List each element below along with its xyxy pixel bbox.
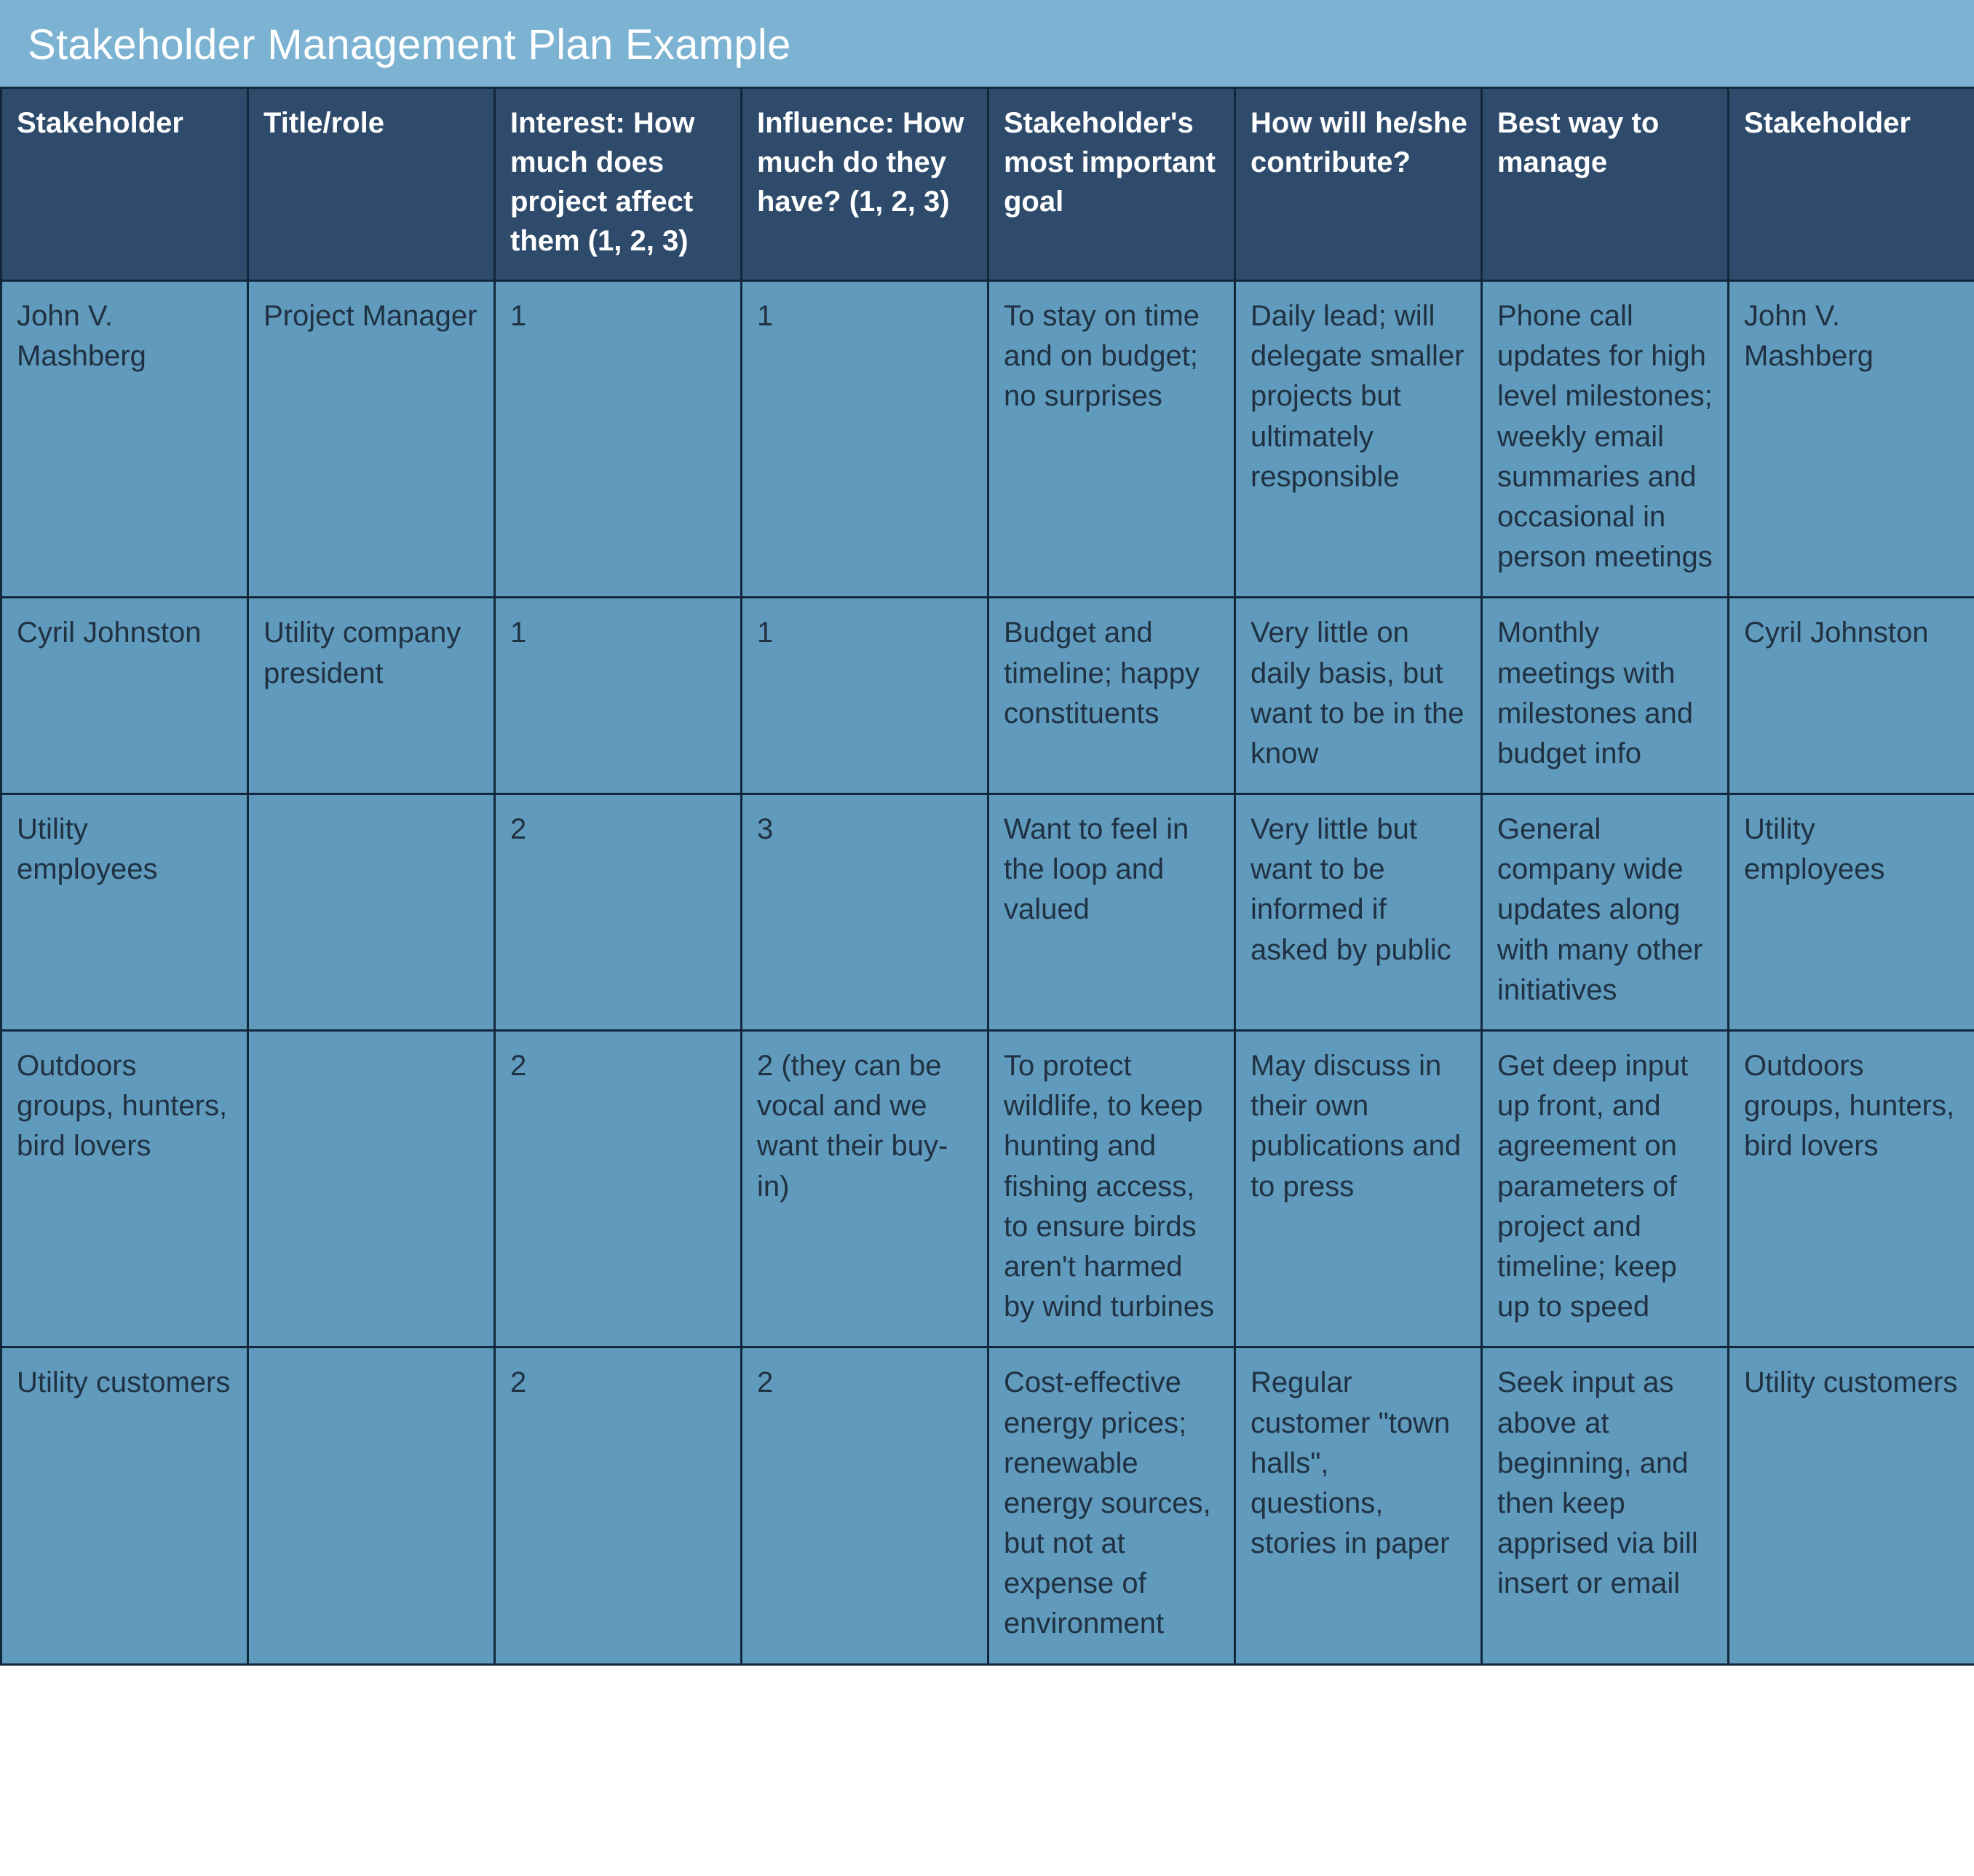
cell: Monthly meetings with milestones and bud…	[1482, 598, 1729, 794]
table-body: John V. Mashberg Project Manager 1 1 To …	[1, 281, 1974, 1665]
cell: Regular customer "town halls", questions…	[1235, 1347, 1482, 1664]
cell: 2	[495, 794, 742, 1031]
table-row: Cyril Johnston Utility company president…	[1, 598, 1974, 794]
cell: Cost-effective energy prices; renewable …	[988, 1347, 1235, 1664]
cell: 1	[742, 281, 988, 598]
col-interest: Interest: How much does project affect t…	[495, 88, 742, 281]
cell: May discuss in their own publications an…	[1235, 1031, 1482, 1347]
col-influence: Influence: How much do they have? (1, 2,…	[742, 88, 988, 281]
stakeholder-table: Stakeholder Title/role Interest: How muc…	[0, 87, 1974, 1666]
cell: Very little on daily basis, but want to …	[1235, 598, 1482, 794]
cell: To stay on time and on budget; no surpri…	[988, 281, 1235, 598]
col-contribute: How will he/she contribute?	[1235, 88, 1482, 281]
cell: General company wide updates along with …	[1482, 794, 1729, 1031]
cell: Outdoors groups, hunters, bird lovers	[1, 1031, 248, 1347]
cell: Utility employees	[1, 794, 248, 1031]
cell: 2 (they can be vocal and we want their b…	[742, 1031, 988, 1347]
cell: 3	[742, 794, 988, 1031]
cell: To protect wildlife, to keep hunting and…	[988, 1031, 1235, 1347]
cell: Project Manager	[248, 281, 495, 598]
cell: Utility customers	[1729, 1347, 1974, 1664]
cell: Want to feel in the loop and valued	[988, 794, 1235, 1031]
cell: 1	[495, 281, 742, 598]
cell: Very little but want to be informed if a…	[1235, 794, 1482, 1031]
cell	[248, 1347, 495, 1664]
cell: Cyril Johnston	[1729, 598, 1974, 794]
col-stakeholder: Stakeholder	[1, 88, 248, 281]
cell: Daily lead; will delegate smaller projec…	[1235, 281, 1482, 598]
cell: John V. Mashberg	[1, 281, 248, 598]
table-header-row: Stakeholder Title/role Interest: How muc…	[1, 88, 1974, 281]
cell	[248, 794, 495, 1031]
col-stakeholder-2: Stakeholder	[1729, 88, 1974, 281]
table-row: Utility employees 2 3 Want to feel in th…	[1, 794, 1974, 1031]
page-title: Stakeholder Management Plan Example	[0, 0, 1974, 87]
table-row: John V. Mashberg Project Manager 1 1 To …	[1, 281, 1974, 598]
cell: 1	[742, 598, 988, 794]
page-container: Stakeholder Management Plan Example Stak…	[0, 0, 1974, 1666]
cell	[248, 1031, 495, 1347]
table-row: Outdoors groups, hunters, bird lovers 2 …	[1, 1031, 1974, 1347]
cell: Budget and timeline; happy constituents	[988, 598, 1235, 794]
table-row: Utility customers 2 2 Cost-effective ene…	[1, 1347, 1974, 1664]
col-title-role: Title/role	[248, 88, 495, 281]
cell: Utility employees	[1729, 794, 1974, 1031]
cell: Outdoors groups, hunters, bird lovers	[1729, 1031, 1974, 1347]
col-goal: Stakeholder's most important goal	[988, 88, 1235, 281]
col-manage: Best way to manage	[1482, 88, 1729, 281]
cell: 2	[495, 1347, 742, 1664]
cell: Seek input as above at beginning, and th…	[1482, 1347, 1729, 1664]
cell: Utility company president	[248, 598, 495, 794]
cell: Get deep input up front, and agreement o…	[1482, 1031, 1729, 1347]
cell: 2	[742, 1347, 988, 1664]
cell: John V. Mashberg	[1729, 281, 1974, 598]
cell: 2	[495, 1031, 742, 1347]
cell: Cyril Johnston	[1, 598, 248, 794]
cell: Utility customers	[1, 1347, 248, 1664]
cell: Phone call updates for high level milest…	[1482, 281, 1729, 598]
cell: 1	[495, 598, 742, 794]
